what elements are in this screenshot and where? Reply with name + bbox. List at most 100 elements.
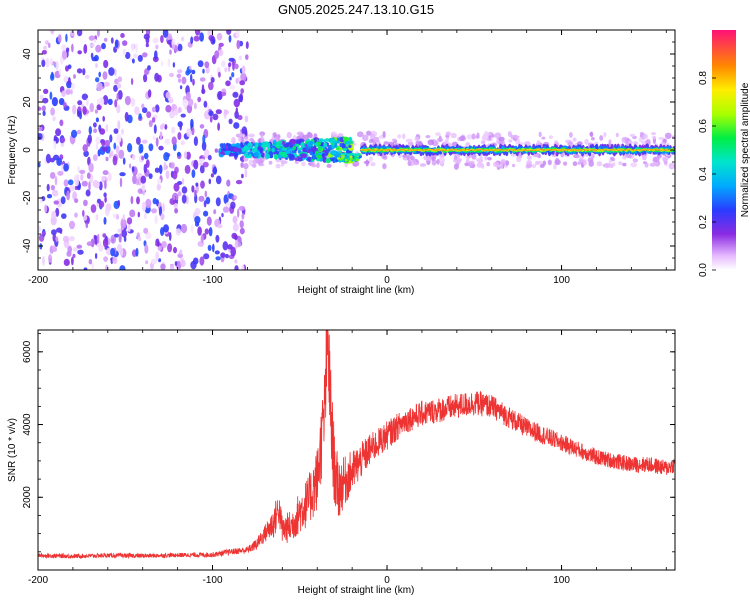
- heatmap-cell: [163, 161, 167, 171]
- heatmap-cell: [156, 183, 161, 191]
- heatmap-cell: [466, 134, 474, 140]
- heatmap-cell: [238, 148, 242, 154]
- heatmap-cell: [171, 44, 175, 50]
- heatmap-cell: [225, 253, 229, 259]
- heatmap-cell: [271, 147, 275, 153]
- heatmap-cell: [490, 134, 495, 138]
- heatmap-cell: [50, 107, 55, 116]
- heatmap-cell: [208, 227, 213, 237]
- heatmap-cell: [532, 164, 537, 168]
- heatmap-cell: [453, 155, 458, 160]
- heatmap-cell: [356, 131, 364, 138]
- heatmap-cell: [71, 82, 75, 90]
- heatmap-cell: [137, 54, 143, 62]
- heatmap-cell: [206, 105, 210, 111]
- heatmap-cell: [232, 215, 238, 224]
- heatmap-cell: [489, 149, 494, 151]
- colorbar-tick-label: 0.0: [698, 263, 709, 277]
- heatmap-cell: [185, 91, 191, 102]
- heatmap-cell: [103, 217, 107, 225]
- heatmap-cell: [419, 163, 427, 167]
- heatmap-cell: [151, 258, 157, 265]
- heatmap-cell: [273, 152, 279, 155]
- heatmap-cell: [615, 132, 619, 138]
- heatmap-cell: [117, 76, 123, 83]
- colorbar-tick-label: 0.4: [698, 167, 709, 181]
- heatmap-cell: [235, 179, 243, 185]
- heatmap-cell: [136, 178, 139, 186]
- heatmap-cell: [425, 135, 431, 139]
- heatmap-cell: [343, 152, 347, 156]
- heatmap-cell: [190, 73, 193, 83]
- heatmap-cell: [147, 89, 152, 98]
- heatmap-cell: [288, 153, 295, 159]
- heatmap-cell: [199, 32, 205, 42]
- heatmap-cell: [407, 141, 414, 146]
- heatmap-cell: [336, 140, 340, 144]
- heatmap-cell: [221, 60, 226, 68]
- heatmap-cell: [208, 110, 214, 117]
- heatmap-cell: [382, 154, 388, 160]
- heatmap-cell: [222, 206, 230, 213]
- heatmap-cell: [171, 126, 176, 134]
- heatmap-cell: [45, 57, 50, 68]
- heatmap-cell: [239, 133, 246, 138]
- heatmap-cell: [130, 97, 136, 107]
- heatmap-cell: [88, 126, 93, 135]
- heatmap-cell: [54, 176, 58, 186]
- heatmap-cell: [120, 33, 125, 38]
- heatmap-cell: [103, 256, 108, 262]
- heatmap-cell: [199, 124, 205, 129]
- heatmap-cell: [596, 161, 603, 167]
- heatmap-cell: [74, 179, 79, 187]
- heatmap-cell: [161, 123, 165, 128]
- heatmap-cell: [132, 174, 137, 185]
- heatmap-cell: [127, 143, 133, 153]
- heatmap-cell: [86, 172, 91, 179]
- heatmap-cell: [236, 39, 241, 50]
- heatmap-cell: [97, 30, 100, 37]
- heatmap-cell: [445, 149, 449, 151]
- heatmap-cell: [175, 228, 182, 236]
- heatmap-cell: [71, 256, 74, 266]
- heatmap-cell: [60, 196, 66, 205]
- heatmap-cell: [155, 137, 159, 147]
- heatmap-cell: [128, 163, 132, 169]
- heatmap-cell: [95, 63, 98, 68]
- heatmap-cell: [124, 95, 131, 106]
- heatmap-cell: [554, 159, 561, 166]
- heatmap-cell: [197, 226, 202, 236]
- heatmap-cell: [233, 98, 240, 108]
- heatmap-cell: [87, 134, 93, 144]
- heatmap-cell: [55, 207, 60, 217]
- heatmap-cell: [194, 102, 197, 110]
- heatmap-cell: [238, 205, 246, 211]
- heatmap-cell: [350, 140, 353, 145]
- heatmap-cell: [383, 141, 390, 145]
- heatmap-cell: [190, 224, 194, 234]
- heatmap-cell: [180, 36, 185, 42]
- heatmap-cell: [197, 60, 204, 68]
- heatmap-cell: [41, 59, 46, 68]
- heatmap-cell: [212, 166, 217, 175]
- y-tick-label: 40: [22, 48, 33, 60]
- heatmap-cell: [339, 142, 343, 148]
- heatmap-cell: [41, 105, 46, 112]
- heatmap-cell: [344, 141, 352, 145]
- x-tick-label: 100: [553, 575, 570, 586]
- heatmap-cell: [248, 153, 252, 159]
- heatmap-cell: [414, 136, 420, 142]
- heatmap-cell: [42, 97, 49, 104]
- heatmap-cell: [136, 136, 141, 145]
- heatmap-cell: [258, 138, 262, 144]
- heatmap-cell: [233, 147, 240, 153]
- heatmap-cell: [223, 109, 229, 115]
- heatmap-cell: [102, 170, 109, 176]
- heatmap-cell: [112, 213, 117, 219]
- heatmap-cell: [94, 38, 97, 44]
- heatmap-cell: [285, 150, 291, 155]
- heatmap-cell: [261, 153, 265, 158]
- heatmap-cell: [499, 149, 503, 150]
- chart-title: GN05.2025.247.13.10.G15: [278, 2, 434, 17]
- heatmap-cell: [235, 77, 239, 84]
